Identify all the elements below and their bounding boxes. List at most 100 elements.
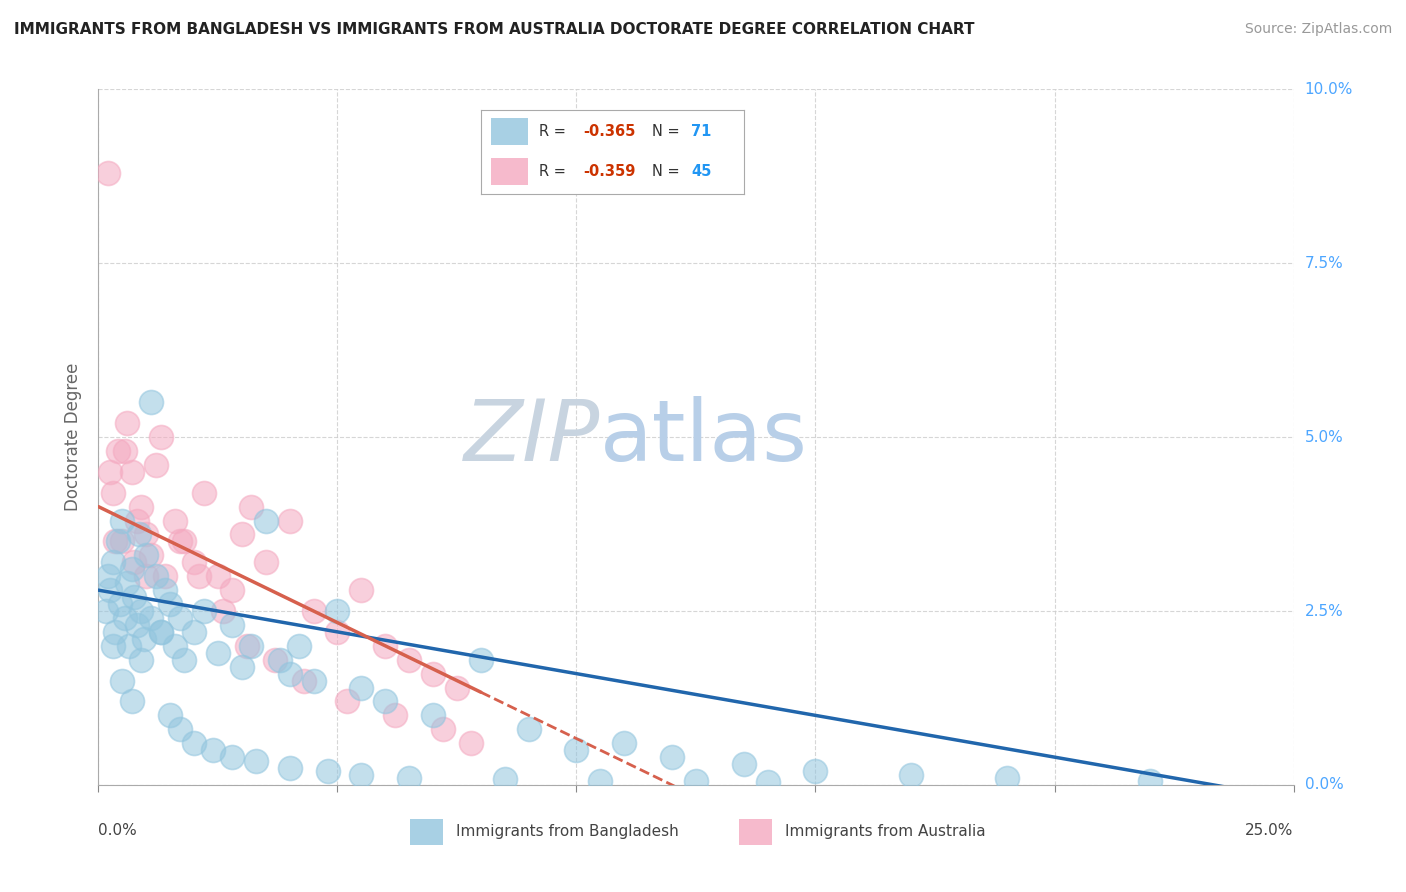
Point xyxy=(221,750,243,764)
Point xyxy=(169,723,191,737)
Point xyxy=(254,555,277,569)
Point xyxy=(685,774,707,789)
Point xyxy=(350,681,373,695)
Point xyxy=(108,597,131,611)
Point xyxy=(302,673,325,688)
Point xyxy=(115,576,138,591)
Point xyxy=(756,775,779,789)
Point xyxy=(350,583,373,598)
Point xyxy=(163,639,186,653)
Point xyxy=(121,694,143,708)
Point xyxy=(245,754,267,768)
Point xyxy=(995,771,1018,785)
Point xyxy=(398,653,420,667)
Point xyxy=(517,723,540,737)
Point xyxy=(125,618,148,632)
Point xyxy=(125,514,148,528)
Point xyxy=(613,736,636,750)
Point xyxy=(98,465,122,479)
Point xyxy=(97,166,120,180)
Text: 5.0%: 5.0% xyxy=(1305,430,1343,444)
Point xyxy=(240,639,263,653)
Point xyxy=(494,772,516,787)
Point xyxy=(155,569,177,583)
Text: 10.0%: 10.0% xyxy=(1305,82,1353,96)
Point xyxy=(384,708,406,723)
Point xyxy=(139,549,162,563)
Point xyxy=(269,653,291,667)
Point xyxy=(159,708,181,723)
Text: IMMIGRANTS FROM BANGLADESH VS IMMIGRANTS FROM AUSTRALIA DOCTORATE DEGREE CORRELA: IMMIGRANTS FROM BANGLADESH VS IMMIGRANTS… xyxy=(14,22,974,37)
Point xyxy=(193,485,215,500)
Point xyxy=(169,611,191,625)
Point xyxy=(240,500,263,514)
Text: 2.5%: 2.5% xyxy=(1305,604,1343,618)
Point xyxy=(139,395,162,409)
Text: 25.0%: 25.0% xyxy=(1246,823,1294,838)
Point xyxy=(316,764,339,778)
Point xyxy=(173,653,195,667)
Point xyxy=(302,604,325,618)
Point xyxy=(446,681,468,695)
Point xyxy=(135,527,157,541)
Point xyxy=(131,500,153,514)
Point xyxy=(187,569,209,583)
Point xyxy=(149,624,172,639)
Point xyxy=(101,639,124,653)
Text: 0.0%: 0.0% xyxy=(98,823,138,838)
Text: ZIP: ZIP xyxy=(464,395,600,479)
Point xyxy=(101,485,124,500)
Point xyxy=(326,624,349,639)
Point xyxy=(107,534,129,549)
Point xyxy=(97,569,120,583)
Point xyxy=(128,527,150,541)
Point xyxy=(111,534,134,549)
Point xyxy=(1139,774,1161,789)
Text: Source: ZipAtlas.com: Source: ZipAtlas.com xyxy=(1244,22,1392,37)
Point xyxy=(193,604,215,618)
Point xyxy=(565,743,588,757)
Point xyxy=(470,653,492,667)
Point xyxy=(733,757,755,772)
Point xyxy=(121,562,143,576)
Point xyxy=(432,723,454,737)
Point xyxy=(111,514,134,528)
Point xyxy=(374,694,396,708)
Point xyxy=(159,597,181,611)
Point xyxy=(288,639,311,653)
Point xyxy=(231,527,253,541)
Point xyxy=(107,444,129,458)
Point xyxy=(131,604,153,618)
Point xyxy=(173,534,195,549)
Point xyxy=(94,604,117,618)
Point xyxy=(149,624,172,639)
Point xyxy=(235,639,257,653)
Point xyxy=(124,590,146,604)
Point xyxy=(278,666,301,681)
Y-axis label: Doctorate Degree: Doctorate Degree xyxy=(65,363,83,511)
Point xyxy=(132,632,155,646)
Point xyxy=(278,760,301,774)
Point xyxy=(114,444,136,458)
Point xyxy=(422,666,444,681)
Point xyxy=(183,555,205,569)
Point xyxy=(254,514,277,528)
Point xyxy=(804,764,827,778)
Point xyxy=(145,458,167,472)
Point xyxy=(114,611,136,625)
Point xyxy=(422,708,444,723)
Point xyxy=(211,604,233,618)
Point xyxy=(98,583,122,598)
Point xyxy=(589,773,612,788)
Point xyxy=(231,659,253,673)
Point xyxy=(264,653,287,667)
Point xyxy=(169,534,191,549)
Text: atlas: atlas xyxy=(600,395,808,479)
Point xyxy=(163,514,186,528)
Point xyxy=(900,767,922,781)
Point xyxy=(124,555,146,569)
Point xyxy=(207,646,229,660)
Point xyxy=(104,624,127,639)
Text: 0.0%: 0.0% xyxy=(1305,778,1343,792)
Point xyxy=(221,583,243,598)
